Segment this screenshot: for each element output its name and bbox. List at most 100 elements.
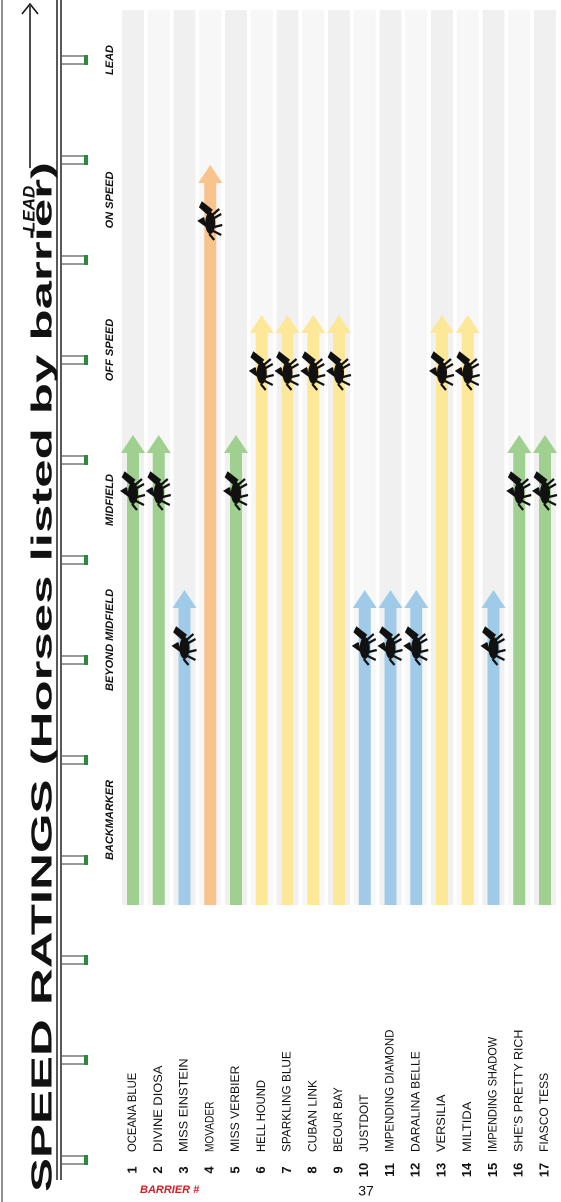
rail-post [62,55,84,65]
horse-body [540,482,550,504]
horse-icon [119,471,146,511]
horse-icon [377,626,403,666]
rail-post-tip [84,755,88,765]
barrier-label: BARRIER # [140,1184,200,1196]
horse-icon [274,351,300,391]
rail-post [62,755,84,765]
rail-post-tip [84,355,88,365]
barrier-number: 7 [279,1166,294,1173]
horse-parts [197,201,223,241]
speed-arrow [307,331,320,905]
barrier-number: 6 [253,1166,268,1173]
horse-name: SPARKLING BLUE [282,1051,294,1152]
lead-arrow-head [21,2,39,15]
horse-name: SHE'S PRETTY RICH [513,1030,525,1152]
barrier-number: 2 [150,1166,165,1173]
barrier-number: 17 [536,1163,551,1177]
rail-post [62,655,84,665]
speed-arrow [333,331,345,905]
barrier-number: 12 [408,1163,423,1177]
horse-parts [531,471,558,511]
horse-body [514,482,525,504]
speed-arrow [358,606,371,905]
horse-parts [428,351,455,391]
horse-icon [222,471,249,511]
horse-icon [248,351,275,391]
barrier-number: 13 [433,1163,448,1177]
category-label: BEYOND MIDFIELD [104,589,116,691]
barrier-number: 5 [227,1166,242,1173]
horse-icon [531,471,558,511]
speed-arrow [255,331,268,905]
horse-icon [197,201,223,241]
barrier-number: 10 [356,1163,371,1177]
horse-body [256,362,267,384]
rail-post [62,1055,84,1065]
speed-arrow-head [533,435,557,453]
barrier-number: 16 [511,1163,526,1177]
speed-arrow [281,331,294,905]
speed-arrow [178,606,191,905]
barrier-number: 15 [485,1163,500,1177]
horse-parts [248,351,275,391]
speed-arrow-head [352,590,377,608]
horse-name: DIVINE DIOSA [153,1065,165,1152]
horse-body [205,212,216,234]
barrier-number: 3 [176,1166,191,1173]
horse-icon [145,471,172,511]
speed-arrow-head [507,435,532,453]
speed-arrow-head [275,315,300,333]
horse-icon [325,351,352,391]
rail-post-tip [84,1055,88,1065]
speed-arrow [487,606,500,905]
speed-arrow [127,451,139,905]
rail-post [62,1155,84,1165]
horse-parts [506,471,532,511]
barrier-number: 1 [124,1166,139,1173]
barrier-number: 9 [330,1166,345,1173]
page-number: 37 [358,1183,374,1199]
horse-parts [325,351,352,391]
rail-post-tip [84,455,88,465]
horse-icon [480,626,506,666]
rail-post [62,155,84,165]
horse-body [282,362,293,384]
horse-icon [300,351,326,391]
horse-body [128,482,138,504]
rail-post [62,455,84,465]
speed-arrow [384,606,397,905]
horse-body [488,637,499,659]
horse-body [231,482,241,504]
speed-arrow [461,331,474,905]
horse-icon [506,471,532,511]
horse-icon [403,626,429,666]
horse-name: IMPENDING DIAMOND [385,1030,397,1152]
rail-post-tip [84,55,88,65]
rail-post [62,955,84,965]
title: SPEED RATINGS (Horses listed by barrier) [27,162,59,1192]
horse-parts [377,626,403,666]
category-label: ON SPEED [104,172,116,229]
horse-parts [119,471,146,511]
rail-post-tip [84,555,88,565]
barrier-number: 8 [305,1166,320,1173]
horse-body [334,362,344,384]
rail-post-tip [84,955,88,965]
horse-body [411,637,422,659]
rail-post [62,555,84,565]
speed-arrow-head [404,590,429,608]
horse-icon [171,626,197,666]
speed-arrow-head [224,435,248,453]
rail-post [62,855,84,865]
horse-name: MISS EINSTEIN [179,1058,191,1152]
rail-post-tip [84,155,88,165]
rail-post [62,255,84,265]
horse-name: MISS VERBIER [230,1066,242,1152]
rail-post-tip [84,855,88,865]
horse-icon [428,351,455,391]
speed-arrow [230,451,242,905]
speed-arrow-head [455,315,480,333]
horse-body [179,637,190,659]
rail-post [62,355,84,365]
